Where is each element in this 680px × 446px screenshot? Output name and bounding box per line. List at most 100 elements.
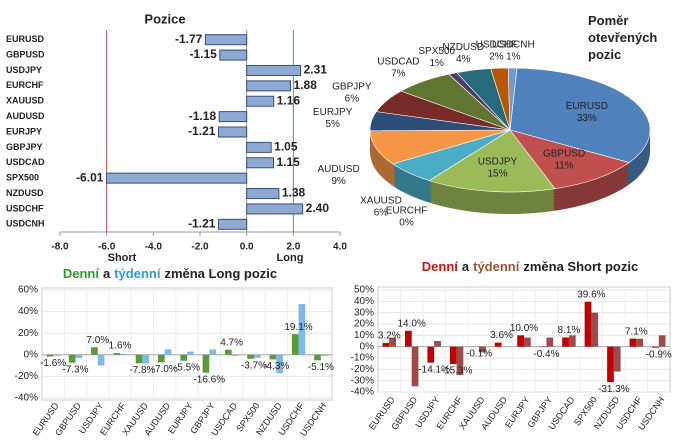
data-label: -1.18 bbox=[189, 109, 217, 123]
y-tick-label: USDCNH bbox=[6, 219, 45, 229]
data-label: -1.15 bbox=[189, 47, 217, 61]
bar bbox=[113, 353, 121, 355]
y-tick-label: 0% bbox=[24, 349, 39, 360]
y-tick-label: SPX500 bbox=[6, 173, 39, 183]
pie-value-label: 1% bbox=[506, 51, 521, 62]
data-label: 1.6% bbox=[109, 341, 132, 352]
bar bbox=[524, 337, 531, 347]
bar bbox=[231, 354, 239, 356]
bar bbox=[389, 337, 396, 347]
data-label: -3.7% bbox=[241, 360, 267, 371]
bar bbox=[68, 354, 76, 363]
bar bbox=[246, 203, 304, 215]
y-tick-label: -20% bbox=[351, 364, 374, 375]
bar bbox=[276, 354, 283, 374]
y-tick-label: 20% bbox=[18, 328, 38, 339]
bar bbox=[658, 335, 666, 347]
title-part: změna Short pozic bbox=[523, 259, 638, 274]
pie-value-label: 15% bbox=[488, 169, 508, 180]
y-tick-label: USDJPY bbox=[6, 65, 42, 75]
y-tick-label: -10% bbox=[351, 353, 374, 364]
pie-value-label: 6% bbox=[374, 208, 389, 219]
bar bbox=[180, 354, 187, 361]
y-tick-label: USDCAD bbox=[6, 157, 45, 167]
bar bbox=[209, 349, 216, 355]
title-part: týdenní bbox=[114, 266, 161, 281]
y-tick-label: GBPUSD bbox=[6, 49, 45, 59]
y-tick-label: 0% bbox=[360, 341, 375, 352]
bar bbox=[591, 312, 599, 347]
pie-label: AUDUSD bbox=[317, 164, 359, 175]
data-label: -1.21 bbox=[188, 216, 216, 230]
y-tick-label: 10% bbox=[354, 330, 374, 341]
bar bbox=[652, 346, 659, 348]
bar bbox=[91, 347, 98, 355]
y-tick-label: GBPJPY bbox=[6, 142, 43, 152]
data-label: 14.0% bbox=[398, 318, 426, 329]
pie-value-label: 1% bbox=[430, 58, 445, 69]
pie-label: USDCHF bbox=[476, 40, 518, 51]
data-label: -31.3% bbox=[598, 384, 630, 395]
bar bbox=[411, 346, 419, 387]
data-label: 1.88 bbox=[294, 78, 318, 92]
bar bbox=[246, 64, 302, 76]
data-label: 7.1% bbox=[625, 326, 648, 337]
bar bbox=[314, 354, 321, 361]
bar bbox=[434, 341, 441, 347]
data-label: -0.4% bbox=[533, 349, 559, 360]
chart-title: Denní a týdenní změna Long pozic bbox=[63, 266, 277, 281]
x-tick-label: -8.0 bbox=[51, 242, 69, 253]
y-tick-label: -40% bbox=[351, 387, 374, 398]
bar bbox=[449, 346, 457, 365]
y-tick-label: XAUUSD bbox=[6, 96, 45, 106]
bar bbox=[53, 354, 60, 356]
title-part: a bbox=[462, 259, 470, 274]
y-tick-label: NZDUSD bbox=[6, 188, 44, 198]
data-label: -16.6% bbox=[193, 374, 225, 385]
bar bbox=[217, 126, 248, 138]
data-label: -0.1% bbox=[466, 348, 492, 359]
pie-value-label: 33% bbox=[577, 113, 597, 124]
bar bbox=[404, 330, 412, 347]
bar bbox=[629, 338, 637, 347]
pie-slice bbox=[369, 129, 511, 165]
x-tick-label: -2.0 bbox=[191, 242, 209, 253]
data-label: 3.2% bbox=[378, 331, 401, 342]
data-label: 3.6% bbox=[490, 330, 513, 341]
bar bbox=[219, 49, 248, 61]
data-label: -14.1% bbox=[418, 364, 450, 375]
data-label: -1.21 bbox=[188, 124, 216, 138]
x-tick-label: -4.0 bbox=[145, 242, 163, 253]
bar bbox=[120, 353, 127, 355]
y-tick-label: -40% bbox=[15, 393, 38, 404]
bar bbox=[246, 188, 280, 200]
data-label: -7.3% bbox=[62, 364, 88, 375]
bar bbox=[636, 338, 644, 347]
y-tick-label: 20% bbox=[354, 319, 374, 330]
bar bbox=[46, 354, 54, 357]
data-label: -1.77 bbox=[175, 32, 203, 46]
pie-slice bbox=[509, 129, 630, 190]
annotation: Short bbox=[108, 252, 137, 264]
bar bbox=[187, 351, 194, 355]
pie-slice bbox=[509, 67, 651, 163]
bar bbox=[568, 335, 576, 347]
pie-label: USDCNH bbox=[492, 39, 535, 50]
bar bbox=[247, 354, 254, 359]
x-tick-label: 0.0 bbox=[240, 242, 254, 253]
bar bbox=[584, 301, 592, 347]
bar bbox=[298, 304, 306, 355]
data-label: -15.3% bbox=[441, 366, 473, 377]
bar bbox=[607, 346, 614, 383]
pie-value-label: 5% bbox=[325, 119, 340, 130]
bar bbox=[224, 349, 232, 355]
data-label: -5.1% bbox=[308, 362, 334, 373]
bar bbox=[135, 354, 143, 364]
data-label: 2.40 bbox=[306, 201, 330, 215]
bar bbox=[105, 172, 248, 184]
data-label: 1.16 bbox=[277, 93, 301, 107]
pie-label: EURJPY bbox=[313, 107, 353, 118]
data-label: 8.1% bbox=[558, 325, 581, 336]
pie-label: NZDUSD bbox=[442, 42, 484, 53]
bar bbox=[562, 337, 569, 347]
